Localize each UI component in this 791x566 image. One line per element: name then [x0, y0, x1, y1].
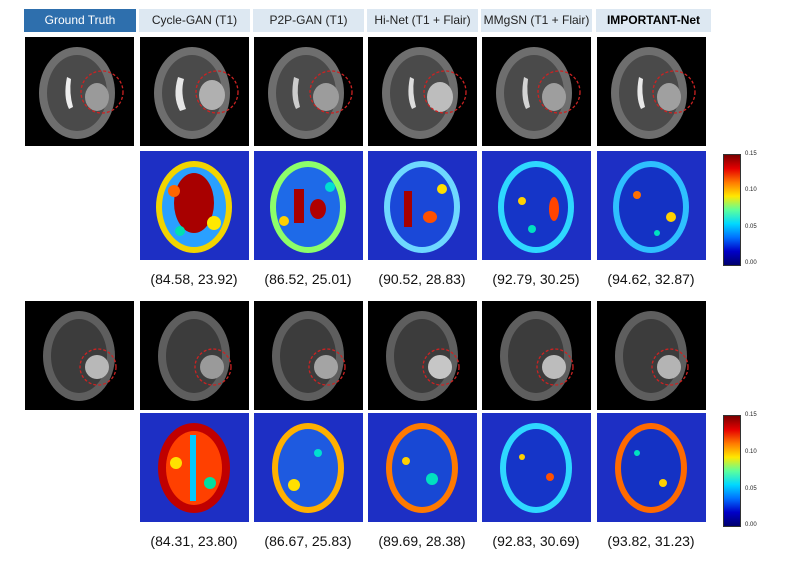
mri-cycle-gan-case2 [140, 301, 249, 410]
mri-ground-truth-case2 [25, 301, 134, 410]
colorbar-tick: 0.05 [745, 224, 757, 230]
error-map-mmgsn-case1 [482, 151, 591, 260]
error-map-hi-net-case1 [368, 151, 477, 260]
mri-p2p-gan-case1 [254, 37, 363, 146]
metric-cycle-gan-case1: (84.58, 23.92) [150, 271, 238, 287]
header-important-net: IMPORTANT-Net [596, 9, 711, 32]
header-hi-net: Hi-Net (T1 + Flair) [367, 9, 478, 32]
colorbar-tick: 0.00 [745, 260, 757, 266]
error-map-p2p-gan-case2 [254, 413, 363, 522]
mri-hi-net-case1 [368, 37, 477, 146]
mri-hi-net-case2 [368, 301, 477, 410]
colorbar-tick: 0.10 [745, 187, 757, 193]
mri-important-net-case2 [597, 301, 706, 410]
metric-important-net-case2: (93.82, 31.23) [607, 533, 695, 549]
colorbar-tick: 0.10 [745, 449, 757, 455]
metric-mmgsn-case2: (92.83, 30.69) [492, 533, 580, 549]
mri-mmgsn-case1 [482, 37, 591, 146]
colorbar-tick: 0.05 [745, 486, 757, 492]
metric-p2p-gan-case2: (86.67, 25.83) [264, 533, 352, 549]
metric-important-net-case1: (94.62, 32.87) [607, 271, 695, 287]
mri-ground-truth-case1 [25, 37, 134, 146]
mri-important-net-case1 [597, 37, 706, 146]
error-map-cycle-gan-case1 [140, 151, 249, 260]
header-ground-truth: Ground Truth [24, 9, 136, 32]
metric-hi-net-case2: (89.69, 28.38) [378, 533, 466, 549]
mri-mmgsn-case2 [482, 301, 591, 410]
error-map-important-net-case2 [597, 413, 706, 522]
colorbar-case1 [723, 154, 741, 266]
metric-cycle-gan-case2: (84.31, 23.80) [150, 533, 238, 549]
mri-cycle-gan-case1 [140, 37, 249, 146]
colorbar-case2 [723, 415, 741, 527]
colorbar-tick: 0.15 [745, 412, 757, 418]
error-map-p2p-gan-case1 [254, 151, 363, 260]
metric-hi-net-case1: (90.52, 28.83) [378, 271, 466, 287]
error-map-cycle-gan-case2 [140, 413, 249, 522]
error-map-mmgsn-case2 [482, 413, 591, 522]
header-cycle-gan: Cycle-GAN (T1) [139, 9, 250, 32]
error-map-hi-net-case2 [368, 413, 477, 522]
header-p2p-gan: P2P-GAN (T1) [253, 9, 364, 32]
mri-p2p-gan-case2 [254, 301, 363, 410]
colorbar-tick: 0.15 [745, 151, 757, 157]
metric-p2p-gan-case1: (86.52, 25.01) [264, 271, 352, 287]
metric-mmgsn-case1: (92.79, 30.25) [492, 271, 580, 287]
header-mmgsn: MMgSN (T1 + Flair) [481, 9, 592, 32]
colorbar-tick: 0.00 [745, 522, 757, 528]
error-map-important-net-case1 [597, 151, 706, 260]
